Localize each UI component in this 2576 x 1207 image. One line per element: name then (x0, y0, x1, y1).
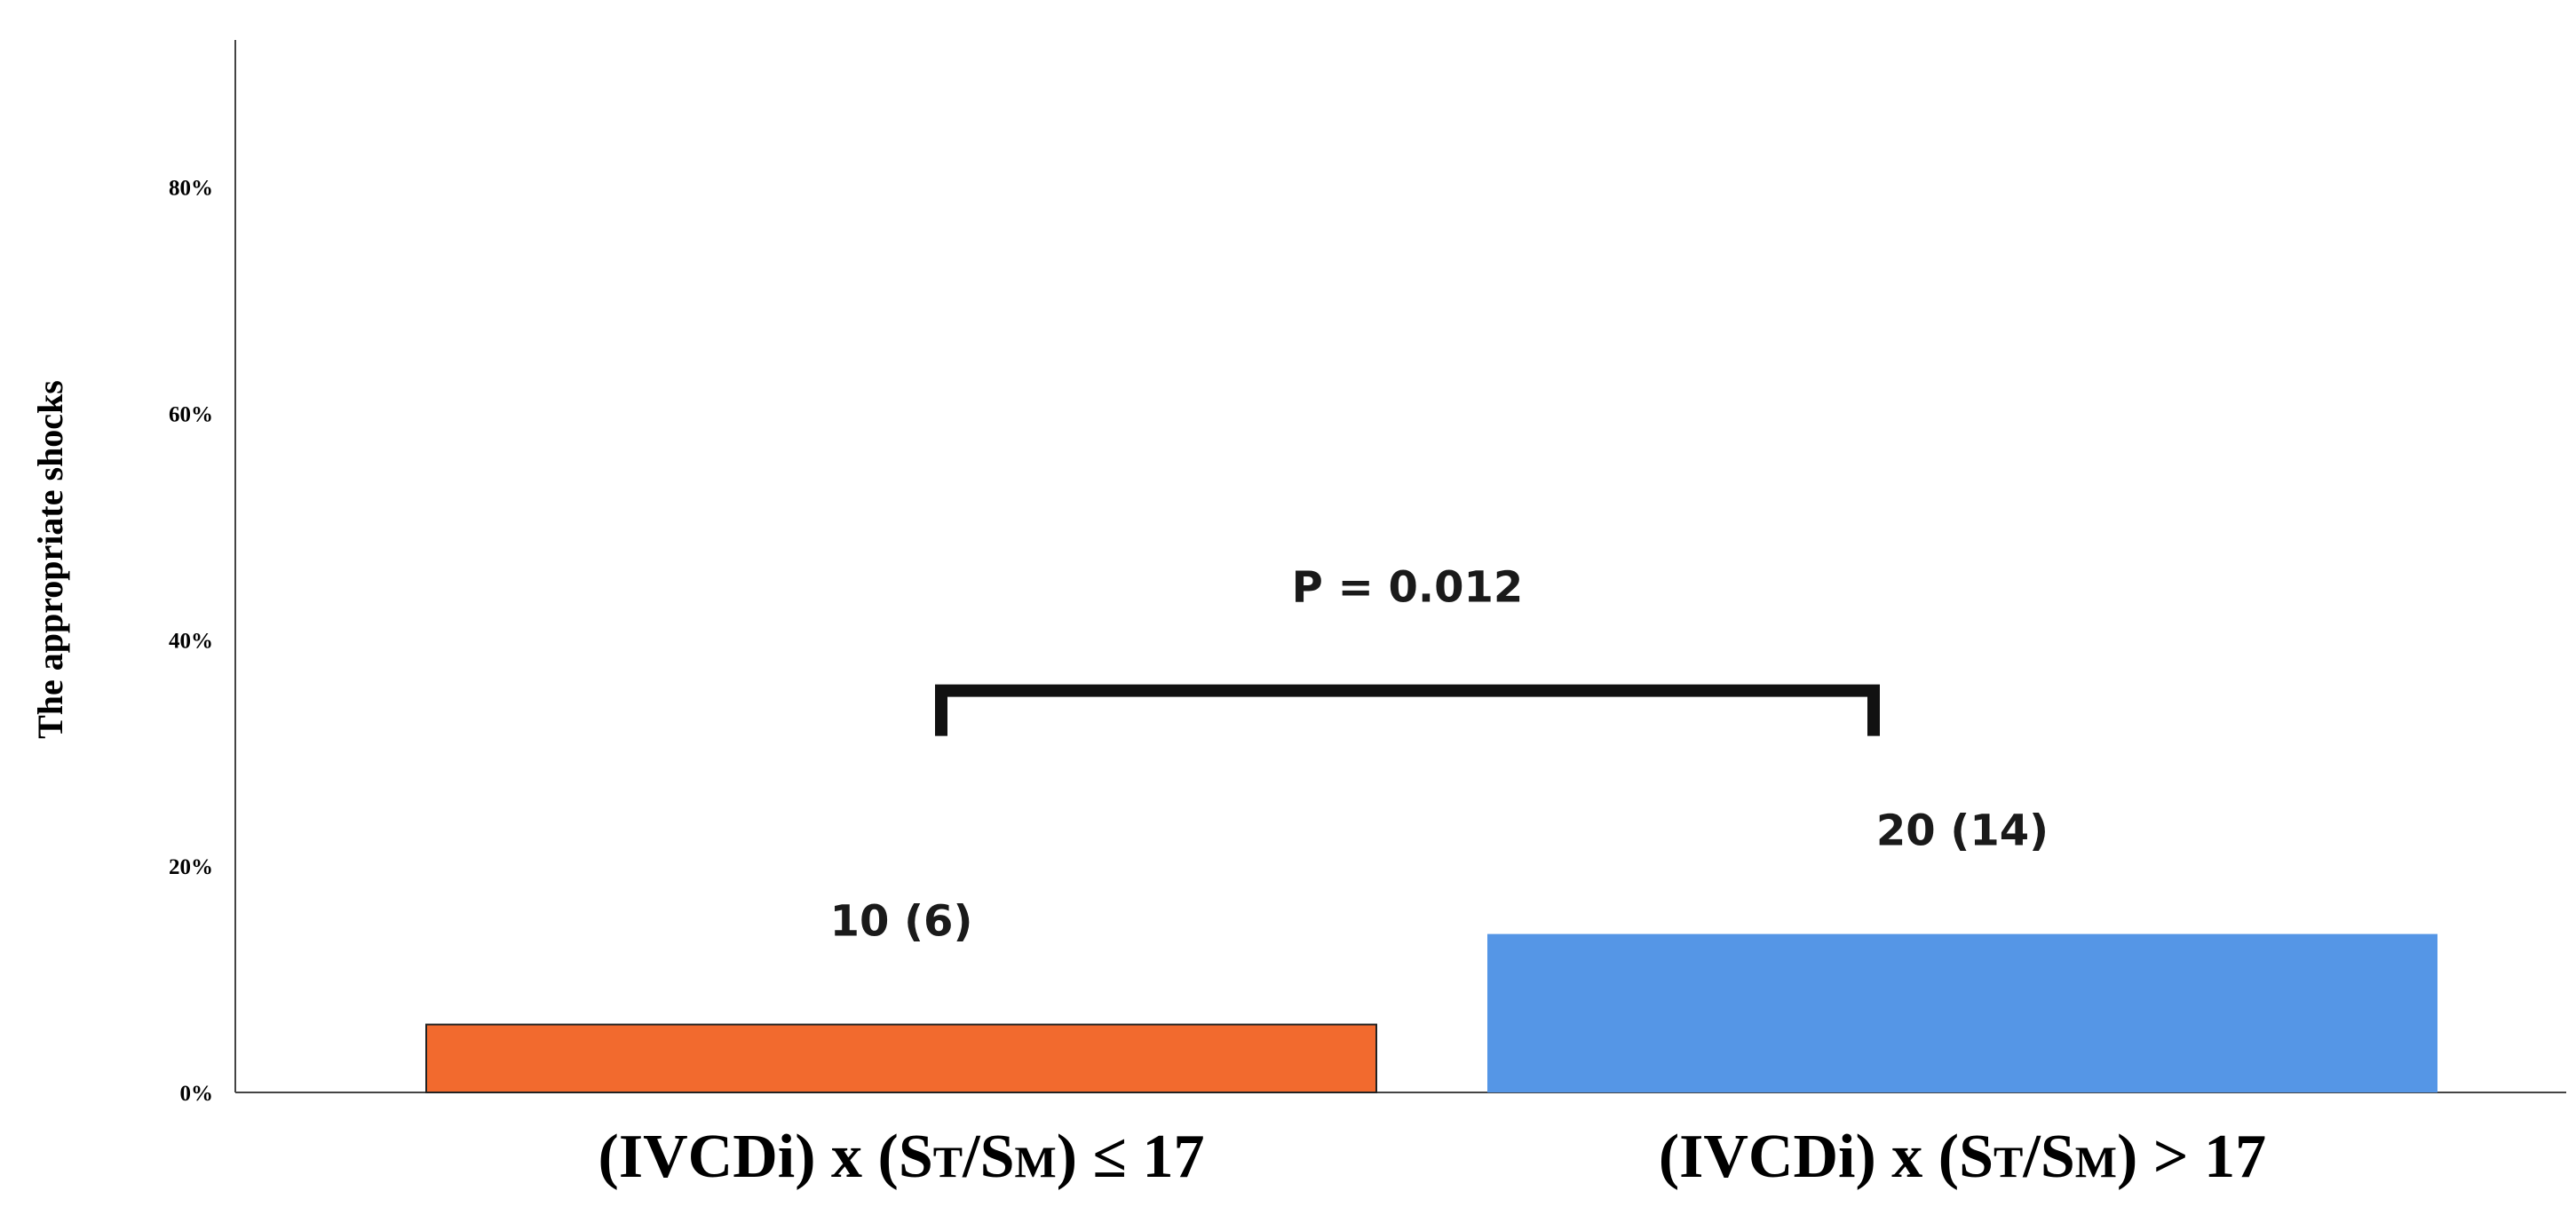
bars (425, 933, 2437, 1093)
data-labels: 10 (6) 20 (14) (830, 806, 2049, 947)
significance-bracket: P = 0.012 (935, 563, 1880, 736)
y-tick-label: 40% (169, 629, 213, 653)
y-tick-label: 20% (169, 855, 213, 879)
bar (1487, 933, 2437, 1092)
bar (425, 1023, 1377, 1093)
category-label: (IVCDi) x (ST/SM) ≤ 17 (598, 1123, 1205, 1191)
y-axis-label: The appropriate shocks (30, 380, 70, 739)
y-tick-label: 80% (169, 177, 213, 201)
y-axis-ticks: 0% 20% 40% 60% 80% (169, 177, 213, 1106)
p-value-label: P = 0.012 (1292, 563, 1524, 613)
y-tick-label: 60% (169, 402, 213, 426)
data-label: 10 (6) (830, 897, 973, 947)
x-axis-categories: (IVCDi) x (ST/SM) ≤ 17 (IVCDi) x (ST/SM) … (598, 1123, 2267, 1191)
bracket-line (935, 684, 1880, 736)
data-label: 20 (14) (1876, 806, 2049, 856)
category-label: (IVCDi) x (ST/SM) > 17 (1659, 1123, 2266, 1191)
y-tick-label: 0% (180, 1082, 214, 1106)
